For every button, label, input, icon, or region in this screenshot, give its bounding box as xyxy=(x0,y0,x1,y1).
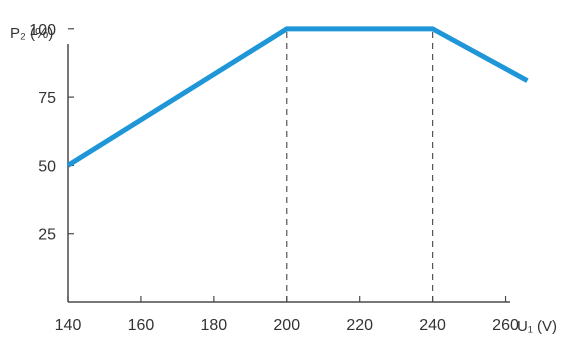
y-axis-title: P₂ (%) xyxy=(10,25,53,42)
y-tick-label: 100 xyxy=(29,22,56,39)
series-line xyxy=(66,26,529,168)
y-axis-label: P₂ (%) xyxy=(10,25,53,42)
x-ticks: 140 160 180 200 220 240 260 xyxy=(55,296,519,334)
reference-lines xyxy=(286,28,434,302)
x-tick-label: 240 xyxy=(419,317,446,334)
x-tick-label: 220 xyxy=(346,317,373,334)
x-axis-title: U₁ (V) xyxy=(517,318,557,335)
x-tick-label: 200 xyxy=(273,317,300,334)
y-tick-label: 25 xyxy=(38,227,56,244)
y-ticks: 25 50 75 100 xyxy=(29,22,74,244)
y-tick-label: 50 xyxy=(38,158,56,175)
series-group xyxy=(66,26,529,168)
x-tick-label: 140 xyxy=(55,317,82,334)
y-tick-label: 75 xyxy=(38,90,56,107)
x-tick-label: 160 xyxy=(128,317,155,334)
x-axis-label: U₁ (V) xyxy=(517,318,557,335)
x-tick-label: 260 xyxy=(492,317,519,334)
x-tick-label: 180 xyxy=(200,317,227,334)
